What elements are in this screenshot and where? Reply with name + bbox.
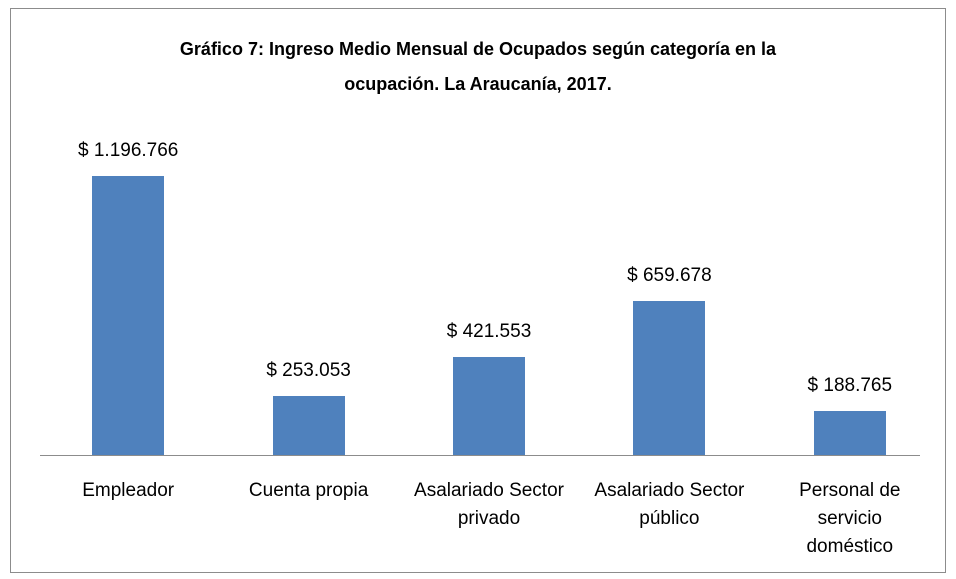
x-tick-label: Personal de servicio doméstico bbox=[799, 480, 901, 557]
bar bbox=[92, 176, 165, 455]
x-tick-label: Cuenta propia bbox=[248, 480, 369, 501]
data-label: $ 659.678 bbox=[627, 265, 712, 287]
chart-frame bbox=[10, 8, 946, 573]
data-label: $ 1.196.766 bbox=[78, 140, 179, 161]
bar bbox=[272, 396, 345, 455]
x-tick-label: Asalariado Sector público bbox=[594, 480, 745, 529]
bar bbox=[813, 410, 886, 455]
x-tick-label: Empleador bbox=[82, 480, 175, 501]
data-label: $ 253.053 bbox=[266, 360, 351, 381]
x-tick-label: Asalariado Sector privado bbox=[414, 480, 564, 529]
data-label: $ 188.765 bbox=[807, 374, 893, 396]
chart-title: Gráfico 7: Ingreso Medio Mensual de Ocup… bbox=[179, 39, 777, 94]
bar bbox=[633, 301, 706, 455]
bar bbox=[453, 356, 525, 455]
data-label: $ 421.553 bbox=[446, 320, 532, 342]
x-axis-line bbox=[40, 455, 920, 456]
